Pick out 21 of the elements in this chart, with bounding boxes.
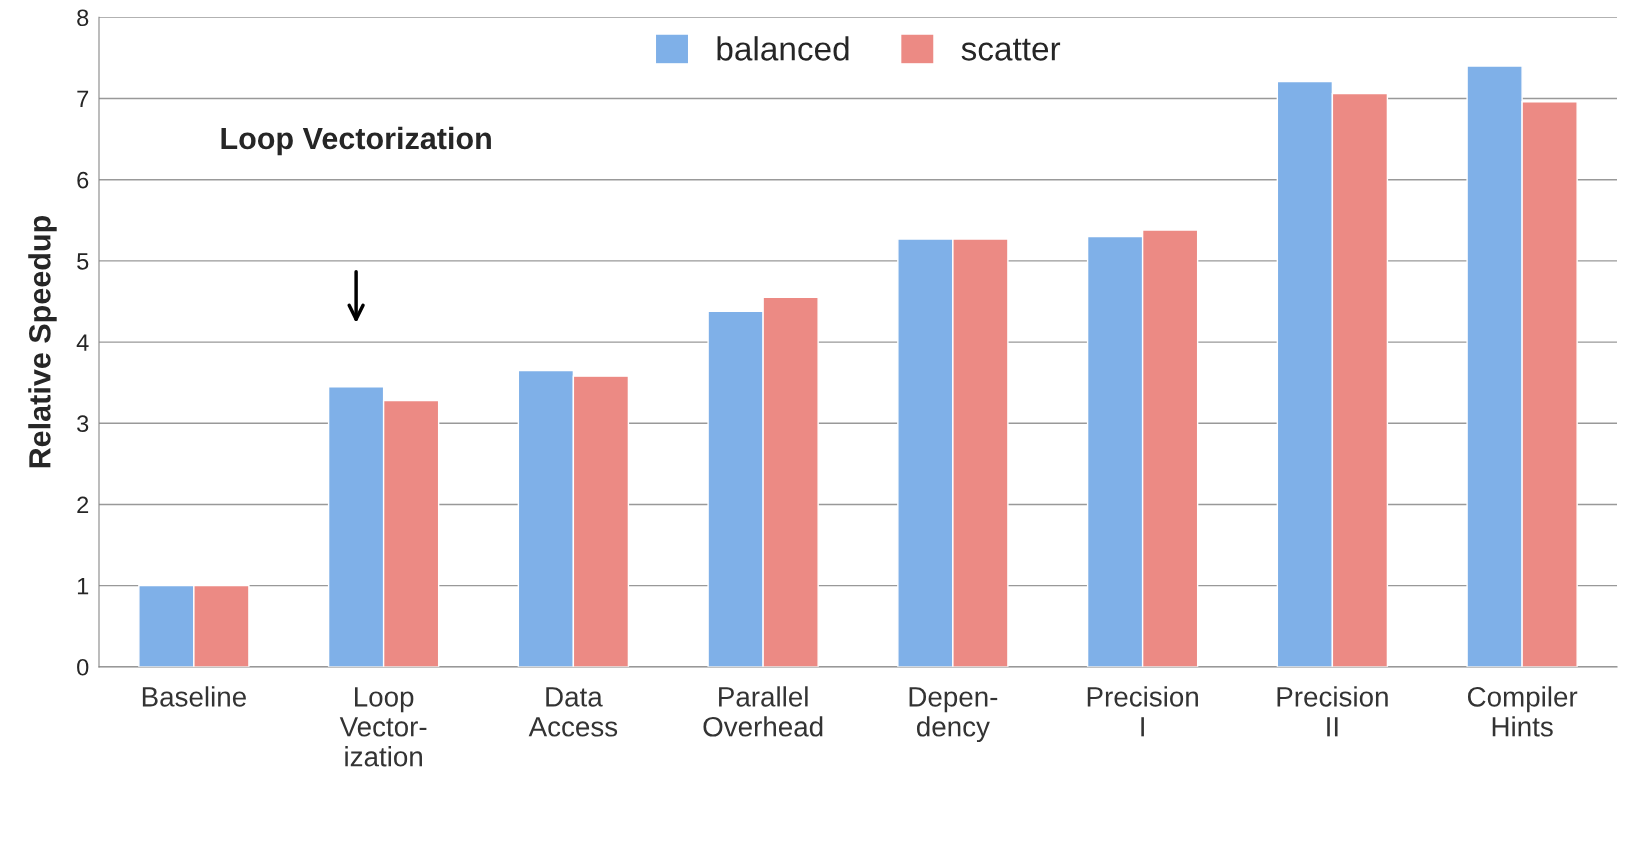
y-tick-label: 4 xyxy=(76,334,89,351)
y-tick-label: 1 xyxy=(77,577,89,595)
x-tick-label: Precision II xyxy=(1277,686,1388,737)
x-tick-label: Parallel Overhead xyxy=(703,686,823,737)
x-tick-label: Baseline xyxy=(142,686,246,707)
y-tick-label: 5 xyxy=(77,253,89,270)
legend-label: scatter xyxy=(961,38,1061,61)
y-tick-label: 6 xyxy=(77,171,89,189)
y-tick-label: 0 xyxy=(77,658,89,676)
y-tick-label: 8 xyxy=(77,9,89,27)
x-tick-label: Loop Vector- ization xyxy=(339,687,427,767)
legend-label: balanced xyxy=(717,36,849,61)
x-tick-label: Precision I xyxy=(1087,686,1198,737)
annotation: Loop Vectorization xyxy=(221,126,491,156)
x-tick-label: Depen- dency xyxy=(909,687,998,743)
y-tick-label: 2 xyxy=(77,496,89,513)
y-axis-title: Relative Speedup xyxy=(28,215,57,468)
x-tick-label: Compiler Hints xyxy=(1467,686,1578,737)
y-tick-label: 7 xyxy=(77,90,89,108)
y-tick-label: 3 xyxy=(77,415,89,433)
x-tick-label: Data Access xyxy=(528,687,618,737)
